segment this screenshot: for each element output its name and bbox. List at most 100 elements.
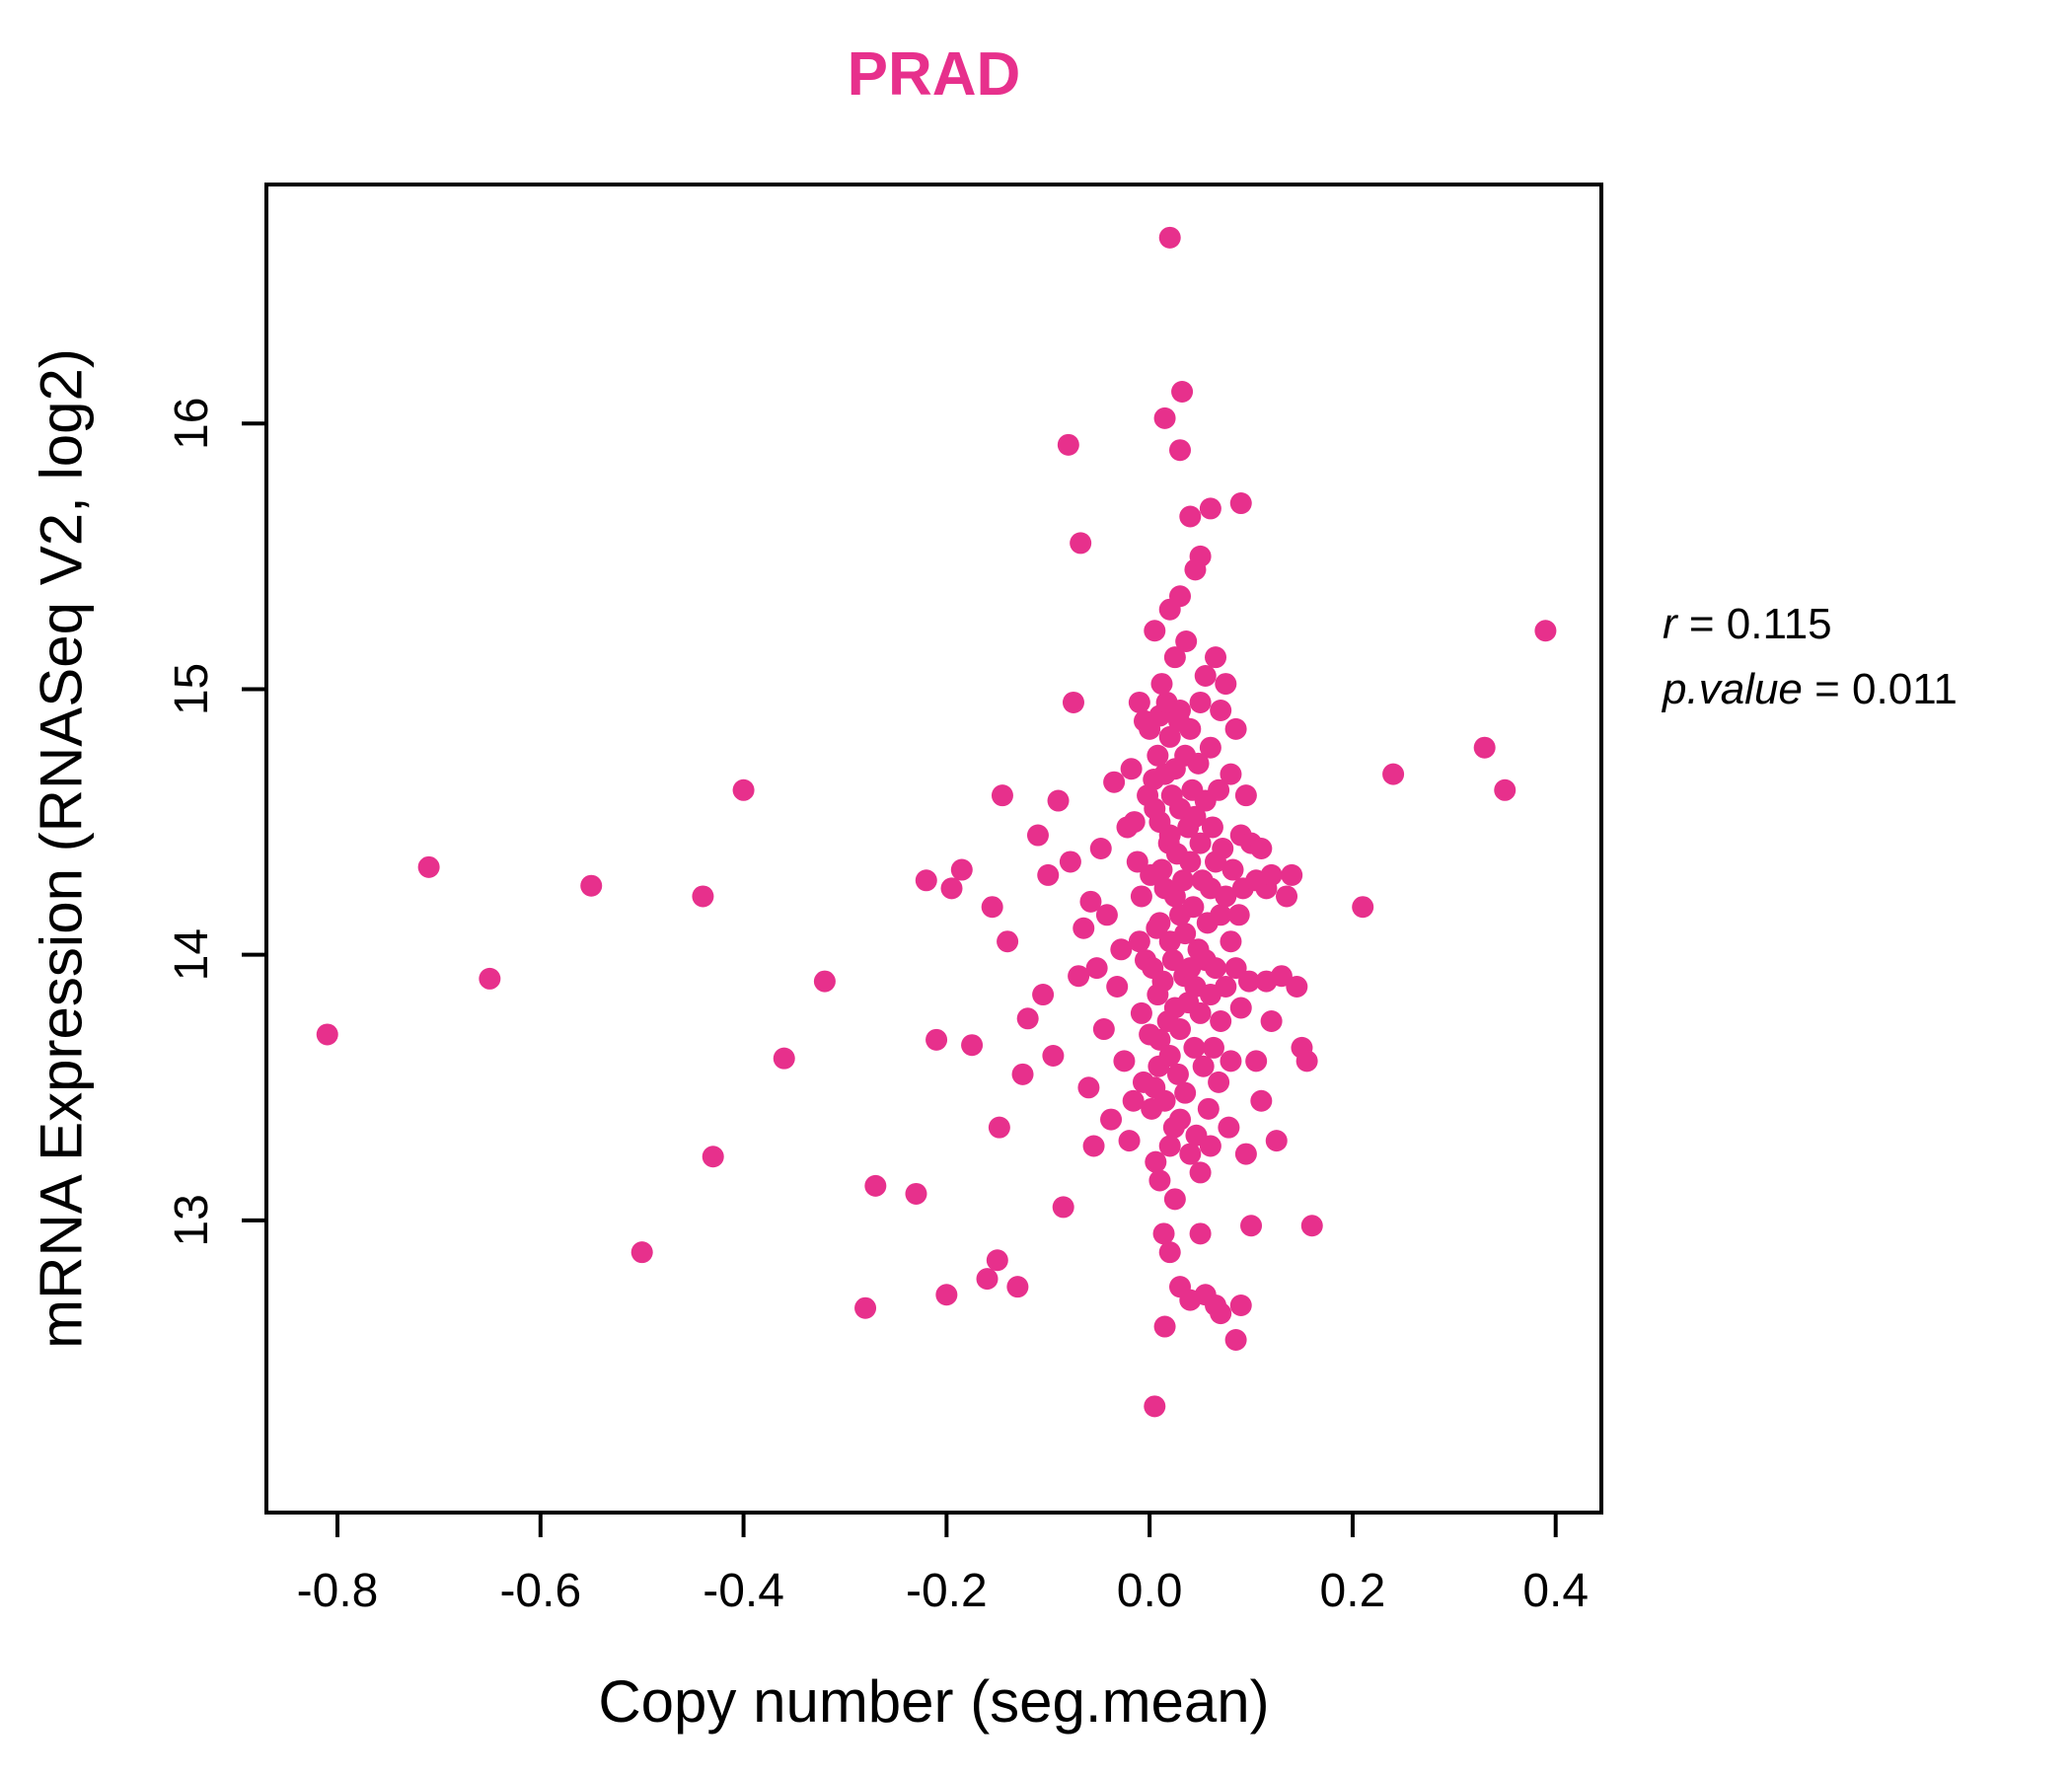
data-point [1208,1071,1230,1093]
data-point [1175,630,1198,653]
data-point [1265,1130,1288,1152]
x-tick-label: -0.6 [499,1565,581,1617]
data-point [1473,736,1496,759]
data-point [1153,1315,1176,1338]
data-point [1224,717,1247,740]
data-point [1212,838,1234,859]
x-tick-label: 0.2 [1320,1565,1386,1617]
y-axis-label: mRNA Expression (RNASeq V2, log2) [28,348,95,1349]
data-point [940,877,963,900]
data-point [1199,736,1221,759]
data-point [1082,1135,1105,1157]
data-point [1494,778,1517,801]
data-point [1085,957,1108,980]
data-point [316,1023,338,1046]
data-point [1169,585,1192,608]
data-point [1122,1089,1145,1112]
data-point [1245,1050,1268,1073]
data-point [1210,904,1232,926]
data-point [1210,1302,1232,1325]
data-point [1210,700,1232,722]
data-point [813,970,836,993]
data-point [1237,970,1260,993]
data-point [1158,226,1181,249]
x-tick-label: 0.4 [1522,1565,1589,1617]
data-point [1179,1143,1202,1165]
data-point [479,967,501,990]
data-point [1229,1295,1252,1317]
data-point [1218,1116,1240,1139]
data-point [1189,1001,1212,1024]
p-value: = 0.011 [1802,665,1958,713]
data-point [1172,869,1195,892]
data-point [1221,858,1244,881]
data-point [1260,1009,1283,1032]
data-point [1032,984,1055,1006]
data-point [1240,1215,1263,1237]
data-point [1062,691,1084,713]
data-point [1163,646,1186,669]
data-point [1220,1050,1242,1073]
x-tick-label: 0.0 [1117,1565,1183,1617]
data-point [1077,1076,1100,1099]
data-point [1144,1395,1166,1418]
data-point [1128,691,1150,713]
data-point [1197,1097,1220,1120]
data-point [1229,997,1252,1019]
y-tick-label: 15 [166,663,218,715]
data-point [1120,758,1143,780]
data-point [1100,1108,1123,1131]
data-point [1224,1329,1247,1352]
data-point [1153,407,1176,429]
data-point [1281,863,1303,886]
data-point [1148,1169,1171,1192]
data-point [1037,863,1060,886]
data-point [1276,885,1298,908]
data-point [935,1284,958,1306]
data-point [1179,717,1202,740]
data-point [1192,1055,1215,1077]
data-point [1202,1036,1224,1059]
data-point [1110,938,1133,961]
data-point [1352,896,1374,919]
data-point [1158,1241,1181,1264]
data-point [1145,1150,1167,1173]
data-point [1158,824,1181,847]
data-point [1205,646,1227,669]
data-point [1092,1018,1115,1041]
data-point [1205,957,1227,980]
data-point [1171,380,1194,403]
data-point [1144,620,1166,642]
data-point [1215,975,1237,998]
r-value: = 0.115 [1676,600,1832,648]
data-point [854,1296,877,1319]
data-point [702,1146,724,1168]
data-point [1147,744,1169,767]
data-point [1534,620,1557,642]
x-tick-label: -0.4 [703,1565,784,1617]
data-point [988,1116,1010,1139]
data-point [915,869,937,892]
data-point [1208,778,1230,801]
data-point [1189,545,1212,567]
chart-title: PRAD [847,40,1021,109]
plot-border [264,183,1603,1515]
data-point [1215,673,1237,696]
data-point [1295,1050,1318,1073]
data-point [1174,923,1197,945]
data-point [1070,532,1092,555]
data-point [1250,1089,1273,1112]
data-point [905,1182,927,1205]
data-point [1153,1089,1176,1112]
data-point [1201,816,1223,839]
data-point [1179,851,1202,873]
data-point [1169,439,1192,462]
x-axis-label: Copy number (seg.mean) [598,1668,1270,1735]
y-tick-label: 14 [166,928,218,981]
data-point [1194,665,1217,688]
data-point [1042,1044,1065,1067]
data-point [1052,1196,1074,1219]
data-point [1187,752,1210,775]
data-point [1152,1222,1175,1245]
y-tick-label: 13 [166,1194,218,1246]
